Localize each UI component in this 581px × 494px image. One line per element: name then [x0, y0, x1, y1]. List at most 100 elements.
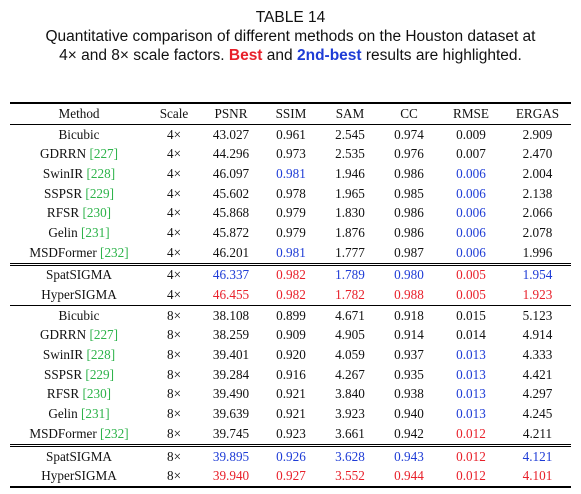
- table-row: Bicubic 4× 43.027 0.961 2.545 0.974 0.009 2.909: [10, 124, 571, 144]
- sam-cell: 1.777: [335, 244, 365, 260]
- caption-line-1: Quantitative comparison of different met…: [45, 28, 536, 45]
- method-name: HyperSIGMA: [41, 468, 117, 484]
- sam-cell: 1.946: [335, 165, 365, 181]
- citation-bracket: [: [82, 205, 87, 221]
- scale-cell: 8×: [166, 468, 182, 484]
- citation-bracket: ]: [124, 244, 129, 260]
- cc-cell: 0.938: [394, 386, 424, 402]
- ergas-cell: 2.066: [522, 205, 553, 221]
- method-cell: GDRRN [227]: [10, 144, 148, 164]
- sam-cell: 3.628: [335, 448, 365, 464]
- method-cell: MSDFormer [232]: [10, 243, 148, 264]
- cc-cell: 0.988: [394, 287, 424, 303]
- table-row: HyperSIGMA 4× 46.455 0.982 1.782 0.988 0.005 1.…: [10, 285, 571, 305]
- rmse-cell: 0.012: [456, 448, 486, 464]
- psnr-cell: 46.337: [212, 267, 250, 283]
- ssim-cell: 0.978: [276, 185, 306, 201]
- method-cell: Bicubic: [10, 124, 148, 144]
- scale-cell: 8×: [166, 366, 182, 382]
- ergas-cell: 2.004: [522, 165, 553, 181]
- ssim-cell: 0.973: [276, 146, 306, 162]
- rmse-cell: 0.006: [456, 185, 486, 201]
- ergas-cell: 4.297: [522, 386, 553, 402]
- psnr-cell: 39.639: [212, 406, 250, 422]
- psnr-cell: 39.401: [212, 347, 250, 363]
- method-name: HyperSIGMA: [41, 287, 117, 303]
- sam-cell: 3.661: [335, 425, 365, 441]
- citation-bracket: ]: [110, 347, 116, 363]
- rmse-cell: 0.009: [456, 126, 486, 142]
- method-cell: HyperSIGMA: [10, 285, 148, 305]
- sam-cell: 1.965: [335, 185, 365, 201]
- psnr-cell: 46.097: [212, 165, 250, 181]
- citation-ref[interactable]: 228: [90, 165, 111, 181]
- method-name: RFSR: [46, 205, 80, 221]
- ergas-cell: 4.121: [522, 448, 553, 464]
- ssim-cell: 0.899: [276, 307, 306, 323]
- cc-cell: 0.944: [394, 468, 424, 484]
- table-row: SSPSR [229] 4× 45.602 0.978 1.965 0.985 0.006 2…: [10, 184, 571, 204]
- citation-ref[interactable]: 227: [93, 146, 114, 162]
- citation-bracket: [: [100, 244, 105, 260]
- psnr-cell: 39.745: [212, 425, 250, 441]
- method-name: Gelin: [48, 406, 78, 422]
- sam-cell: 2.545: [335, 126, 365, 142]
- citation-ref[interactable]: 232: [104, 425, 125, 441]
- citation-ref[interactable]: 227: [93, 327, 114, 343]
- ergas-cell: 4.914: [522, 327, 553, 343]
- rmse-cell: 0.005: [456, 267, 486, 283]
- citation-ref[interactable]: 230: [86, 205, 107, 221]
- method-name: GDRRN: [39, 327, 87, 343]
- ssim-cell: 0.981: [276, 244, 306, 260]
- sam-cell: 3.923: [335, 406, 365, 422]
- cc-cell: 0.986: [394, 224, 424, 240]
- method-cell: MSDFormer [232]: [10, 424, 148, 445]
- sam-cell: 4.267: [335, 366, 365, 382]
- method-cell: SwinIR [228]: [10, 345, 148, 365]
- citation-ref[interactable]: 229: [89, 366, 110, 382]
- citation-bracket: [: [86, 347, 91, 363]
- citation-bracket: ]: [110, 165, 116, 181]
- rmse-cell: 0.014: [456, 327, 486, 343]
- citation-ref[interactable]: 228: [90, 347, 111, 363]
- table-row: SwinIR [228] 4× 46.097 0.981 1.946 0.986 0.006…: [10, 164, 571, 184]
- ssim-cell: 0.926: [276, 448, 306, 464]
- method-cell: SwinIR [228]: [10, 164, 148, 184]
- column-header: CC: [400, 105, 418, 121]
- ergas-cell: 4.333: [522, 347, 553, 363]
- psnr-cell: 45.602: [212, 185, 250, 201]
- table-row: HyperSIGMA 8× 39.940 0.927 3.552 0.944 0.012 4.…: [10, 466, 571, 488]
- sam-cell: 4.905: [335, 327, 365, 343]
- method-cell: HyperSIGMA: [10, 466, 148, 487]
- scale-cell: 4×: [166, 267, 182, 283]
- citation-bracket: ]: [106, 205, 112, 221]
- cc-cell: 0.914: [394, 327, 424, 343]
- method-cell: GDRRN [227]: [10, 326, 148, 346]
- scale-cell: 4×: [166, 146, 182, 162]
- citation-bracket: ]: [109, 185, 115, 201]
- method-name: GDRRN: [39, 146, 87, 162]
- table-row: Bicubic 8× 38.108 0.899 4.671 0.918 0.015 5.123: [10, 305, 571, 325]
- scale-cell: 8×: [166, 327, 182, 343]
- citation-ref[interactable]: 229: [89, 185, 110, 201]
- ergas-cell: 4.101: [522, 468, 553, 484]
- ergas-cell: 1.923: [522, 287, 553, 303]
- table-row: GDRRN [227] 4× 44.296 0.973 2.535 0.976 0.007 2…: [10, 144, 571, 164]
- psnr-cell: 39.940: [212, 468, 250, 484]
- method-name: SwinIR: [42, 165, 84, 181]
- cc-cell: 0.940: [394, 406, 424, 422]
- rmse-cell: 0.006: [456, 224, 486, 240]
- citation-ref[interactable]: 231: [85, 224, 106, 240]
- table-row: SpatSIGMA 4× 46.337 0.982 1.789 0.980 0.005 1.9…: [10, 264, 571, 285]
- scale-cell: 4×: [166, 205, 182, 221]
- citation-ref[interactable]: 232: [104, 244, 125, 260]
- ssim-cell: 0.981: [276, 165, 306, 181]
- ergas-cell: 1.954: [522, 267, 553, 283]
- ssim-cell: 0.909: [276, 327, 306, 343]
- citation-bracket: ]: [109, 366, 115, 382]
- ssim-cell: 0.916: [276, 366, 306, 382]
- citation-ref[interactable]: 231: [85, 406, 106, 422]
- cc-cell: 0.974: [394, 126, 424, 142]
- method-name: RFSR: [46, 386, 80, 402]
- citation-ref[interactable]: 230: [86, 386, 107, 402]
